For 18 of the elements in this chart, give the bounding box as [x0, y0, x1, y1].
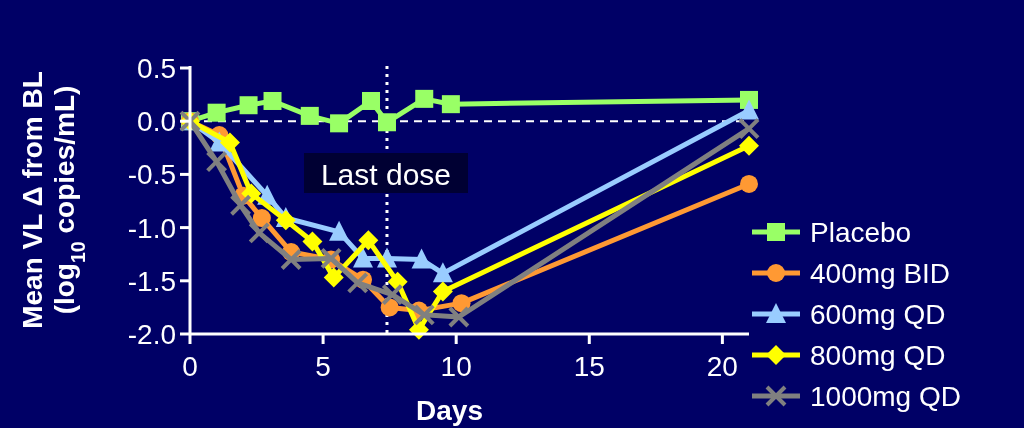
legend-label: 1000mg QD: [810, 381, 961, 412]
x-tick-label: 20: [706, 351, 738, 382]
y-tick-label: -2.0: [127, 319, 176, 350]
legend-label: 800mg QD: [810, 340, 946, 371]
legend-label: Placebo: [810, 217, 912, 248]
y-tick-label: 0.0: [137, 106, 176, 138]
x-tick-label: 0: [182, 351, 198, 382]
ref-line-label: Last dose: [320, 158, 452, 191]
x-tick-label: 15: [573, 351, 605, 382]
legend-label: 600mg QD: [810, 299, 946, 330]
legend-label: 400mg BID: [810, 258, 951, 289]
x-axis-title: Days: [416, 395, 483, 426]
y-tick-label: -1.5: [127, 265, 176, 297]
x-tick-label: 10: [440, 351, 472, 382]
y-tick-label: 0.5: [137, 53, 176, 84]
y-tick-label: -0.5: [127, 159, 176, 191]
y-tick-label: -1.0: [127, 212, 176, 244]
x-tick-label: 5: [315, 351, 331, 382]
